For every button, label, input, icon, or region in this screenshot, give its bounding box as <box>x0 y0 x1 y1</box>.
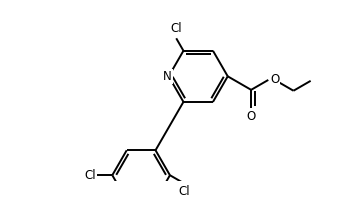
Text: O: O <box>270 73 279 87</box>
Text: O: O <box>246 110 256 123</box>
Text: N: N <box>163 70 172 83</box>
Text: Cl: Cl <box>179 185 190 198</box>
Text: Cl: Cl <box>84 169 96 182</box>
Text: Cl: Cl <box>170 23 182 35</box>
